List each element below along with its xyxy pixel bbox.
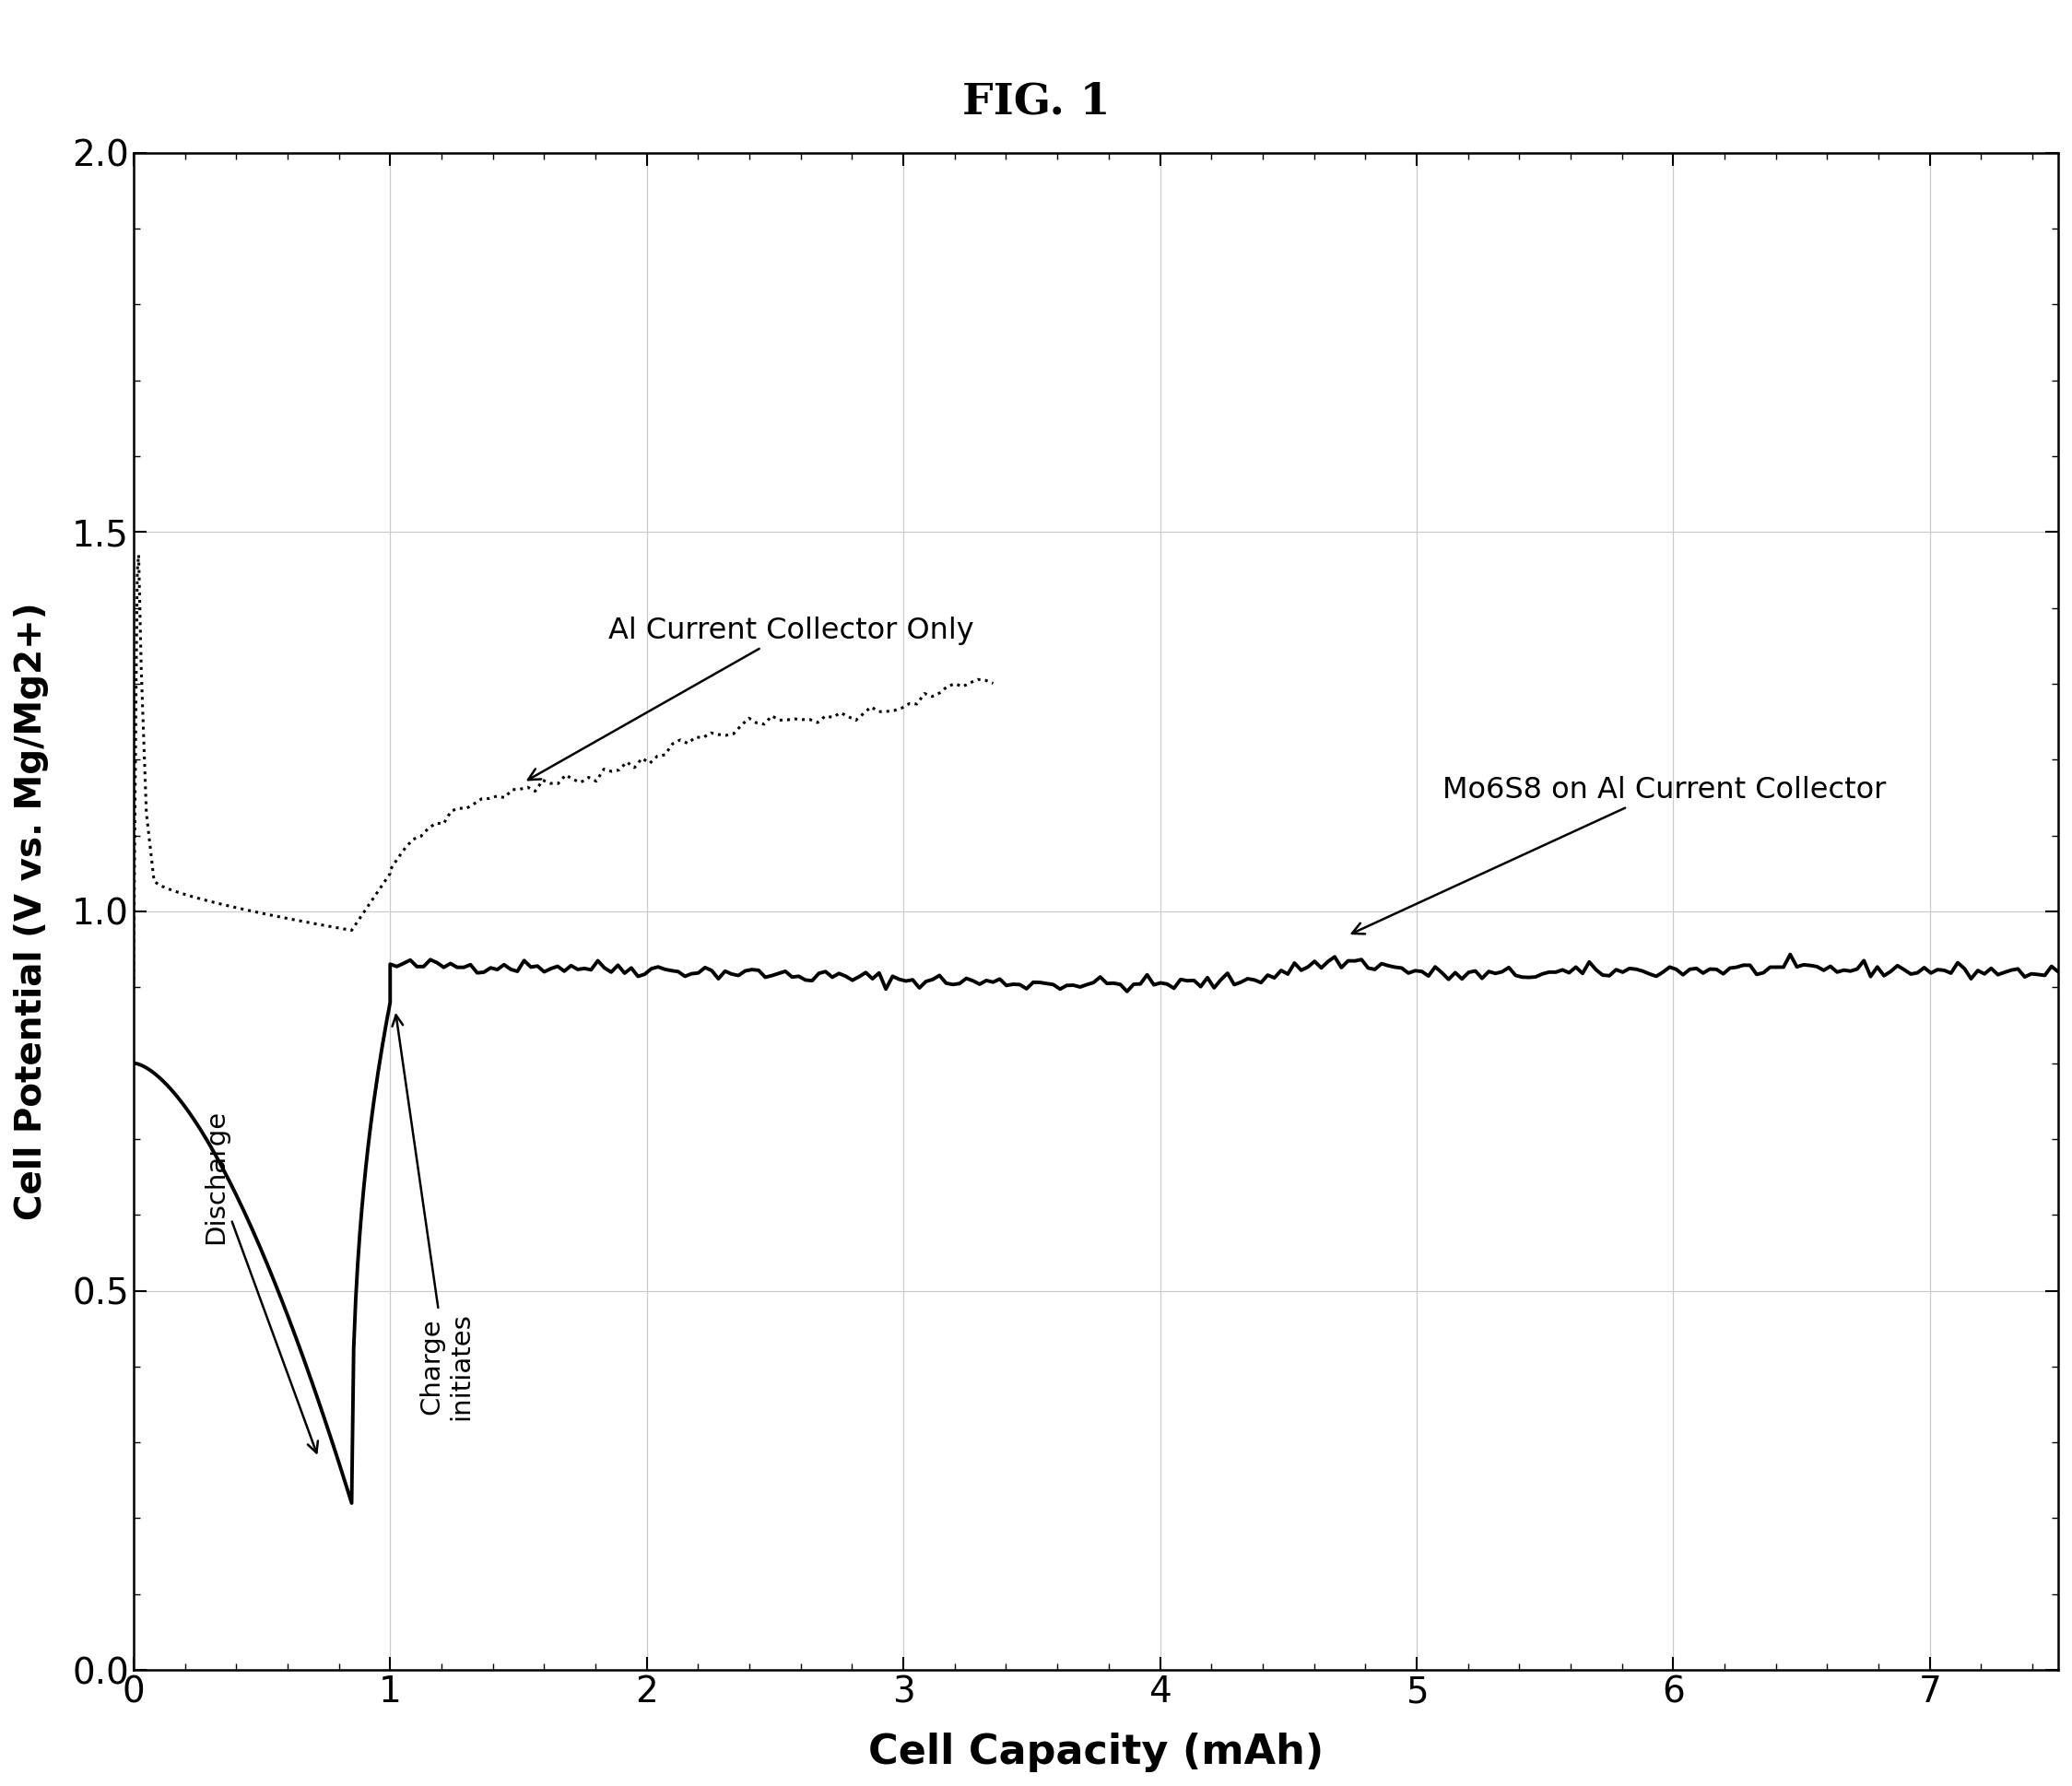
Y-axis label: Cell Potential (V vs. Mg/Mg2+): Cell Potential (V vs. Mg/Mg2+) bbox=[15, 602, 50, 1220]
X-axis label: Cell Capacity (mAh): Cell Capacity (mAh) bbox=[868, 1732, 1324, 1772]
Text: Al Current Collector Only: Al Current Collector Only bbox=[528, 616, 974, 780]
Text: Charge
initiates: Charge initiates bbox=[392, 1014, 474, 1420]
Text: FIG. 1: FIG. 1 bbox=[961, 80, 1111, 123]
Text: Discharge: Discharge bbox=[203, 1109, 317, 1452]
Text: Mo6S8 on Al Current Collector: Mo6S8 on Al Current Collector bbox=[1353, 775, 1886, 934]
